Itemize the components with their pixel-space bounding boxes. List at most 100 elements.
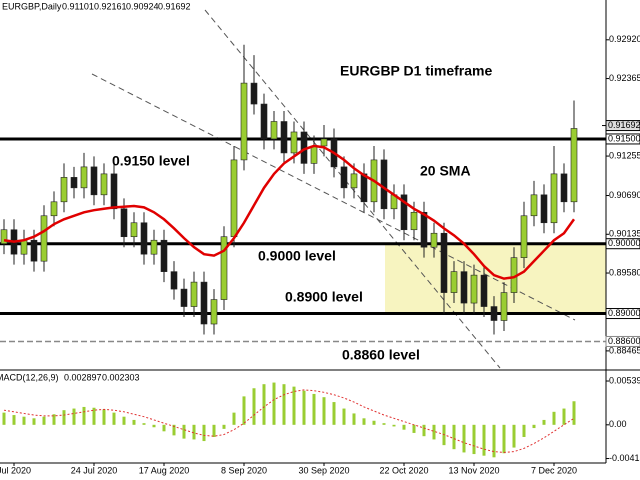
y-tick-label: 0.90690: [609, 190, 640, 200]
macd-bar: [142, 423, 146, 425]
candle-body: [540, 194, 548, 224]
macd-tick-label: 0.00539: [609, 375, 640, 385]
level-label-box: [605, 335, 640, 347]
macd-bar: [342, 408, 346, 425]
macd-bar: [172, 424, 176, 436]
candle-body: [270, 121, 278, 140]
macd-bar: [152, 424, 156, 428]
candle-body: [400, 194, 408, 231]
macd-bar: [552, 411, 556, 425]
macd-bar: [312, 393, 316, 425]
macd-bar: [372, 420, 376, 425]
trend-line: [204, 9, 501, 369]
header-value: 0.91101: [62, 1, 94, 11]
macd-bar: [472, 424, 476, 455]
macd-bar: [452, 424, 456, 450]
candle-body: [480, 274, 488, 307]
candle-body: [200, 281, 208, 325]
macd-bar: [192, 424, 196, 440]
candle-body: [550, 173, 558, 224]
last-price-box: [605, 120, 640, 132]
candle-body: [130, 222, 138, 238]
macd-bar: [462, 424, 466, 453]
candle-body: [50, 201, 58, 217]
candle-body: [40, 215, 48, 262]
macd-bar: [482, 424, 486, 456]
level-annotation: 0.9150 level: [112, 153, 190, 169]
trend-line: [91, 73, 576, 321]
candle-body: [430, 232, 438, 248]
macd-bar: [412, 424, 416, 433]
macd-bar: [322, 397, 326, 425]
candle-body: [500, 292, 508, 321]
level-label-box: [605, 308, 640, 320]
macd-bar: [232, 412, 236, 425]
macd-bar: [212, 424, 216, 437]
symbol: EURGBP,Daily: [2, 1, 62, 11]
candle-body: [420, 211, 428, 248]
candle-body: [90, 166, 98, 196]
candle-body: [340, 166, 348, 189]
candle-body: [30, 239, 38, 262]
macd-bar: [132, 419, 136, 425]
x-tick-label: Jul 2020: [0, 465, 31, 475]
candle-body: [220, 236, 228, 300]
candle-body: [20, 239, 28, 255]
candle-body: [240, 82, 248, 161]
macd-bar: [72, 408, 76, 425]
y-tick-label: 0.90135: [609, 229, 640, 239]
x-tick-label: 8 Sep 2020: [221, 465, 267, 475]
macd-bar: [82, 406, 86, 425]
candle-body: [140, 222, 148, 255]
candle-body: [290, 131, 298, 154]
macd-bar: [22, 416, 26, 425]
y-tick-label: 0.89580: [609, 267, 640, 277]
level-label-box: [605, 238, 640, 250]
candle-body: [570, 128, 578, 203]
level-label: 0.89000: [608, 308, 640, 318]
candle-body: [110, 173, 118, 210]
candle-body: [210, 299, 218, 325]
level-label-box: [605, 133, 640, 145]
macd-bar: [242, 396, 246, 425]
level-annotation: 0.9000 level: [258, 248, 336, 264]
macd-bar: [12, 415, 16, 425]
sma-line: [3, 144, 576, 280]
header-value: 0.91692: [158, 1, 191, 11]
macd-bar: [122, 416, 126, 425]
candle-body: [450, 271, 458, 293]
candle-body: [560, 173, 568, 203]
macd-bar: [282, 384, 286, 425]
candle-body: [440, 232, 448, 293]
candle-body: [180, 288, 188, 307]
candle-body: [310, 145, 318, 164]
candle-body: [530, 194, 538, 217]
candle-body: [0, 229, 8, 245]
x-tick-label: 13 Nov 2020: [448, 465, 499, 475]
y-tick-label: 0.88465: [609, 345, 640, 355]
x-tick-label: 17 Aug 2020: [139, 465, 190, 475]
candle-body: [410, 211, 418, 231]
macd-bar: [32, 418, 36, 425]
candle-body: [490, 306, 498, 321]
macd-bar: [352, 413, 356, 425]
zone-layer: [385, 243, 606, 314]
macd-bar: [542, 419, 546, 425]
candle-body: [80, 166, 88, 189]
x-tick-label: 24 Jul 2020: [71, 465, 118, 475]
macd-bar: [362, 418, 366, 425]
candle-body: [170, 271, 178, 290]
macd-bar: [512, 424, 516, 448]
macd-bar: [402, 424, 406, 430]
macd-bar: [52, 414, 56, 425]
macd-bar: [382, 423, 386, 425]
candle-body: [150, 239, 158, 255]
macd-bar: [332, 402, 336, 425]
macd-value: 0.002897: [64, 372, 102, 382]
macd-bar: [182, 424, 186, 439]
candle-body: [230, 159, 238, 238]
candle-body: [520, 215, 528, 258]
macd-bar: [112, 412, 116, 425]
